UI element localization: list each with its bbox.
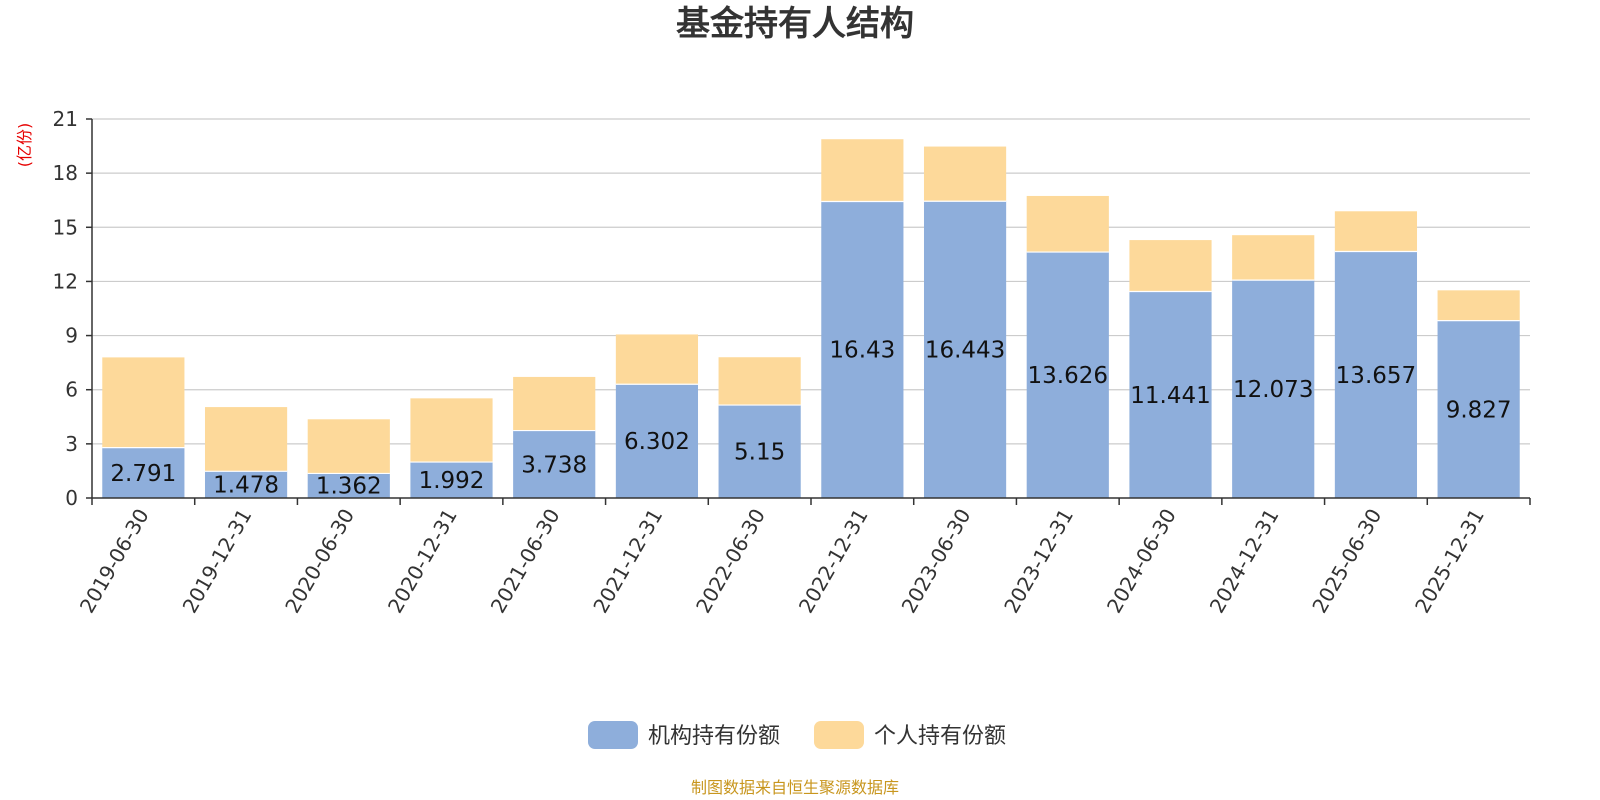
bar-institutional <box>615 384 699 498</box>
bar-individual <box>1437 290 1520 321</box>
bar-individual <box>1334 211 1418 252</box>
x-tick-label: 2025-06-30 <box>1307 505 1386 618</box>
bar-institutional <box>1334 251 1418 498</box>
bar-institutional <box>307 473 390 498</box>
bar-institutional <box>513 430 596 498</box>
data-label: 1.992 <box>419 468 485 494</box>
data-label: 1.362 <box>316 474 382 500</box>
data-label: 5.15 <box>734 440 785 466</box>
data-label: 9.827 <box>1446 397 1512 423</box>
bar-institutional <box>923 201 1007 499</box>
data-labels: 2.791 1.478 1.362 1.992 3.738 6.302 5.15 16.43 1… <box>110 338 1511 500</box>
data-label: 1.478 <box>213 473 279 499</box>
bar-individual <box>1232 235 1315 281</box>
bar-individual <box>718 357 801 406</box>
bar-institutional <box>1232 280 1315 498</box>
x-tick-label: 2020-06-30 <box>280 505 359 618</box>
bar-individual <box>307 419 390 474</box>
bar-individual <box>923 146 1007 202</box>
legend: 机构持有份额 个人持有份额 <box>588 721 1006 749</box>
data-label: 13.626 <box>1028 363 1108 389</box>
data-label: 12.073 <box>1233 377 1313 403</box>
x-tick-label: 2025-12-31 <box>1410 505 1489 618</box>
bar-institutional <box>204 471 288 498</box>
data-label: 13.657 <box>1336 363 1416 389</box>
grid-lines <box>92 118 1530 445</box>
source-note: 制图数据来自恒生聚源数据库 <box>691 778 899 797</box>
y-tick-label: 15 <box>53 215 78 239</box>
bar-individual <box>1026 195 1109 253</box>
bar-institutional <box>1129 291 1212 498</box>
legend-swatch <box>588 721 638 749</box>
x-tick-label: 2024-12-31 <box>1205 505 1284 618</box>
x-tick-label: 2023-06-30 <box>896 505 975 618</box>
bar-institutional <box>718 405 801 498</box>
bar-individual <box>204 407 288 472</box>
y-tick-label: 21 <box>53 107 78 131</box>
x-tick-label: 2022-12-31 <box>794 505 873 618</box>
legend-swatch <box>814 721 864 749</box>
data-label: 2.791 <box>110 461 176 487</box>
chart-title: 基金持有人结构 <box>676 4 914 44</box>
bar-institutional <box>1026 252 1109 498</box>
bar-individual <box>1129 240 1212 292</box>
data-label: 16.443 <box>925 338 1005 364</box>
data-label: 11.441 <box>1130 383 1210 409</box>
x-tick-label: 2021-06-30 <box>486 505 565 618</box>
y-tick-label: 6 <box>65 378 78 402</box>
data-label: 16.43 <box>829 338 895 364</box>
x-tick-label: 2023-12-31 <box>999 505 1078 618</box>
bar-individual <box>410 398 493 463</box>
x-tick-label: 2021-12-31 <box>588 505 667 618</box>
bar-individual <box>513 376 596 431</box>
bar-individual <box>102 357 185 448</box>
bar-institutional <box>821 201 904 499</box>
y-tick-label: 3 <box>65 432 78 456</box>
data-label: 6.302 <box>624 429 690 455</box>
bar-individual <box>821 139 904 202</box>
bar-institutional <box>102 447 185 498</box>
legend-label: 个人持有份额 <box>874 724 1006 749</box>
bar-institutional <box>410 462 493 498</box>
x-tick-label: 2019-06-30 <box>75 505 154 618</box>
bar-individual <box>615 334 699 385</box>
y-axis-unit: (亿份) <box>15 123 34 168</box>
y-tick-label: 12 <box>53 269 78 293</box>
x-tick-label: 2019-12-31 <box>177 505 256 618</box>
data-label: 3.738 <box>521 452 587 478</box>
legend-label: 机构持有份额 <box>648 724 780 749</box>
y-tick-label: 9 <box>65 324 78 348</box>
y-tick-label: 18 <box>53 161 78 185</box>
x-tick-label: 2024-06-30 <box>1102 505 1181 618</box>
bars <box>102 139 1520 499</box>
x-tick-label: 2022-06-30 <box>691 505 770 618</box>
bar-institutional <box>1437 320 1520 498</box>
x-tick-label: 2020-12-31 <box>383 505 462 618</box>
y-tick-label: 0 <box>65 486 78 510</box>
